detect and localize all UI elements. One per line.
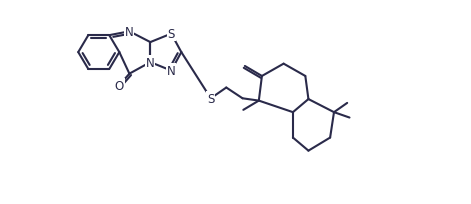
Text: N: N: [146, 56, 154, 69]
Text: O: O: [115, 79, 124, 92]
Text: N: N: [125, 26, 134, 39]
Text: S: S: [207, 92, 214, 105]
Text: S: S: [168, 28, 175, 41]
Text: N: N: [167, 65, 176, 78]
